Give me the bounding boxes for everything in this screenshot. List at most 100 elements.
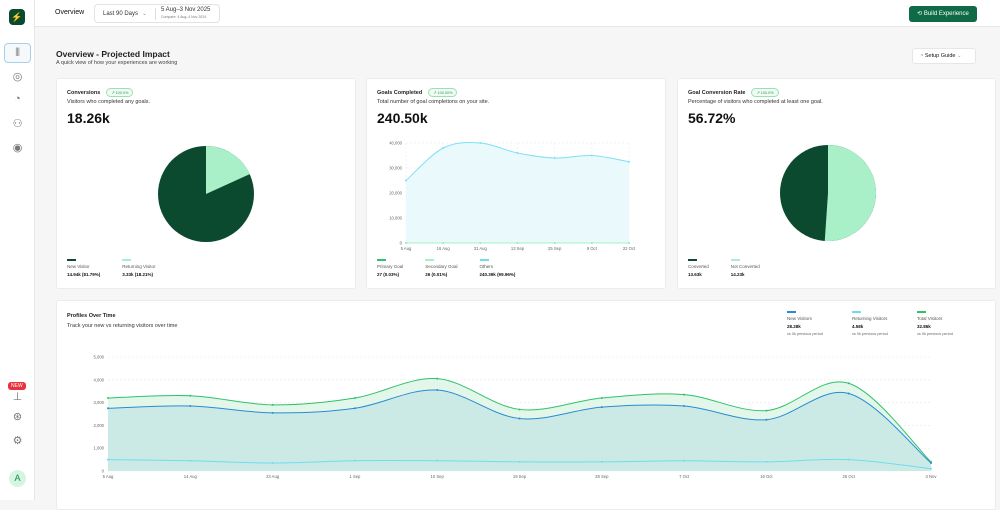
returning-visitors-point	[848, 459, 850, 461]
new-visitors-point	[436, 389, 438, 391]
x-tick-label: 16 Oct	[760, 474, 773, 479]
returning-visitors-point	[930, 468, 932, 470]
range-select[interactable]: Last 90 Days	[103, 11, 138, 17]
users-icon[interactable]: ⚇	[4, 113, 31, 133]
y-tick-label: 10,000	[389, 216, 402, 221]
new-visitors-point	[189, 405, 191, 407]
sidebar: ⚡ ⫴ ◎ ◔ ⚇ ◉ NEW ⊥ ⊛ ⚙ A	[0, 0, 35, 500]
new-visitors-point	[519, 418, 521, 420]
lifebuoy-icon[interactable]: ⊛	[4, 406, 31, 426]
x-tick-label: 16 Aug	[437, 246, 451, 251]
conversions-pie	[156, 144, 256, 244]
total-visitors-point	[683, 394, 685, 396]
setup-guide-button[interactable]: ◔ Setup Guide ⌄	[912, 48, 976, 64]
total-visitors-point	[272, 404, 274, 406]
y-tick-label: 40,000	[389, 141, 402, 146]
change-badge: ↗ 100.00%	[428, 88, 457, 97]
header: Overview Last 90 Days ⌄ 5 Aug–3 Nov 2025…	[35, 0, 1000, 27]
total-visitors-point	[519, 408, 521, 410]
layers-icon[interactable]: ◎	[4, 66, 31, 86]
pie-slice-not-converted	[825, 145, 876, 241]
profiles-over-time-card: Profiles Over Time Track your new vs ret…	[56, 300, 996, 510]
x-tick-label: 7 Oct	[679, 474, 690, 479]
others-point	[405, 180, 407, 182]
x-tick-label: 1 Sep	[349, 474, 361, 479]
logo[interactable]: ⚡	[9, 9, 25, 25]
conversion-rate-pie	[778, 143, 878, 243]
secondary-goal-point	[517, 242, 519, 244]
returning-visitors-point	[683, 460, 685, 462]
section-subtitle: A quick view of how your experiences are…	[56, 60, 177, 66]
returning-visitors-point	[765, 461, 767, 463]
total-visitors-point	[848, 382, 850, 384]
returning-visitors-point	[354, 460, 356, 462]
y-tick-label: 1,000	[94, 446, 105, 451]
y-tick-label: 3,000	[94, 400, 105, 405]
x-tick-label: 5 Aug	[401, 246, 412, 251]
gear-icon[interactable]: ⚙	[4, 430, 31, 450]
y-tick-label: 30,000	[389, 166, 402, 171]
x-tick-label: 23 Aug	[266, 474, 280, 479]
date-range-picker[interactable]: Last 90 Days ⌄ 5 Aug–3 Nov 2025 Compare:…	[94, 4, 220, 23]
new-visitors-point	[107, 407, 109, 409]
total-visitors-point	[107, 397, 109, 399]
pie-chart-icon[interactable]: ◔	[4, 89, 31, 109]
total-visitors-point	[765, 410, 767, 412]
new-visitors-point	[930, 462, 932, 464]
new-visitors-point	[683, 405, 685, 407]
x-tick-label: 19 Sep	[513, 474, 527, 479]
others-point	[554, 157, 556, 159]
x-tick-label: 9 Oct	[587, 246, 598, 251]
returning-visitors-point	[107, 459, 109, 461]
others-area	[406, 143, 629, 243]
secondary-goal-point	[628, 242, 630, 244]
total-visitors-point	[601, 397, 603, 399]
divider	[155, 8, 156, 20]
secondary-goal-point	[591, 242, 593, 244]
x-tick-label: 5 Aug	[103, 474, 114, 479]
total-visitors-point	[189, 395, 191, 397]
secondary-goal-point	[479, 242, 481, 244]
returning-visitors-point	[189, 460, 191, 462]
build-icon: ⟲	[917, 11, 924, 17]
page-title: Overview	[55, 9, 84, 16]
x-tick-label: 3 Nov	[926, 474, 938, 479]
megaphone-icon[interactable]: ⊥	[4, 386, 31, 406]
new-visitors-point	[601, 406, 603, 408]
returning-visitors-point	[272, 462, 274, 464]
bar-chart-icon[interactable]: ⫴	[4, 43, 31, 63]
x-tick-label: 13 Sep	[511, 246, 525, 251]
others-point	[442, 147, 444, 149]
x-tick-label: 22 Oct	[623, 246, 636, 251]
total-visitors-point	[436, 378, 438, 380]
metric-value: 56.72%	[688, 110, 735, 126]
date-range[interactable]: 5 Aug–3 Nov 2025	[161, 7, 210, 13]
x-tick-label: 25 Sep	[548, 246, 562, 251]
conversions-card: Conversions↗ 100.0% Visitors who complet…	[56, 78, 356, 289]
metric-value: 240.50k	[377, 110, 428, 126]
secondary-goal-point	[442, 242, 444, 244]
total-visitors-point	[354, 397, 356, 399]
compare-range: Compare: 4 Aug–4 Nov 2024	[161, 15, 206, 19]
change-badge: ↗ 100.0%	[751, 88, 778, 97]
build-experience-button[interactable]: ⟲ Build Experience	[909, 6, 977, 22]
returning-visitors-point	[519, 461, 521, 463]
others-point	[591, 155, 593, 157]
y-tick-label: 2,000	[94, 423, 105, 428]
y-tick-label: 0	[400, 241, 403, 246]
secondary-goal-point	[554, 242, 556, 244]
x-tick-label: 14 Aug	[184, 474, 198, 479]
y-tick-label: 0	[102, 469, 105, 474]
x-tick-label: 10 Sep	[431, 474, 445, 479]
target-icon[interactable]: ◉	[4, 137, 31, 157]
goal-conversion-rate-card: Goal Conversion Rate↗ 100.0% Percentage …	[677, 78, 996, 289]
others-point	[628, 161, 630, 163]
avatar[interactable]: A	[9, 470, 26, 487]
y-tick-label: 4,000	[94, 377, 105, 382]
